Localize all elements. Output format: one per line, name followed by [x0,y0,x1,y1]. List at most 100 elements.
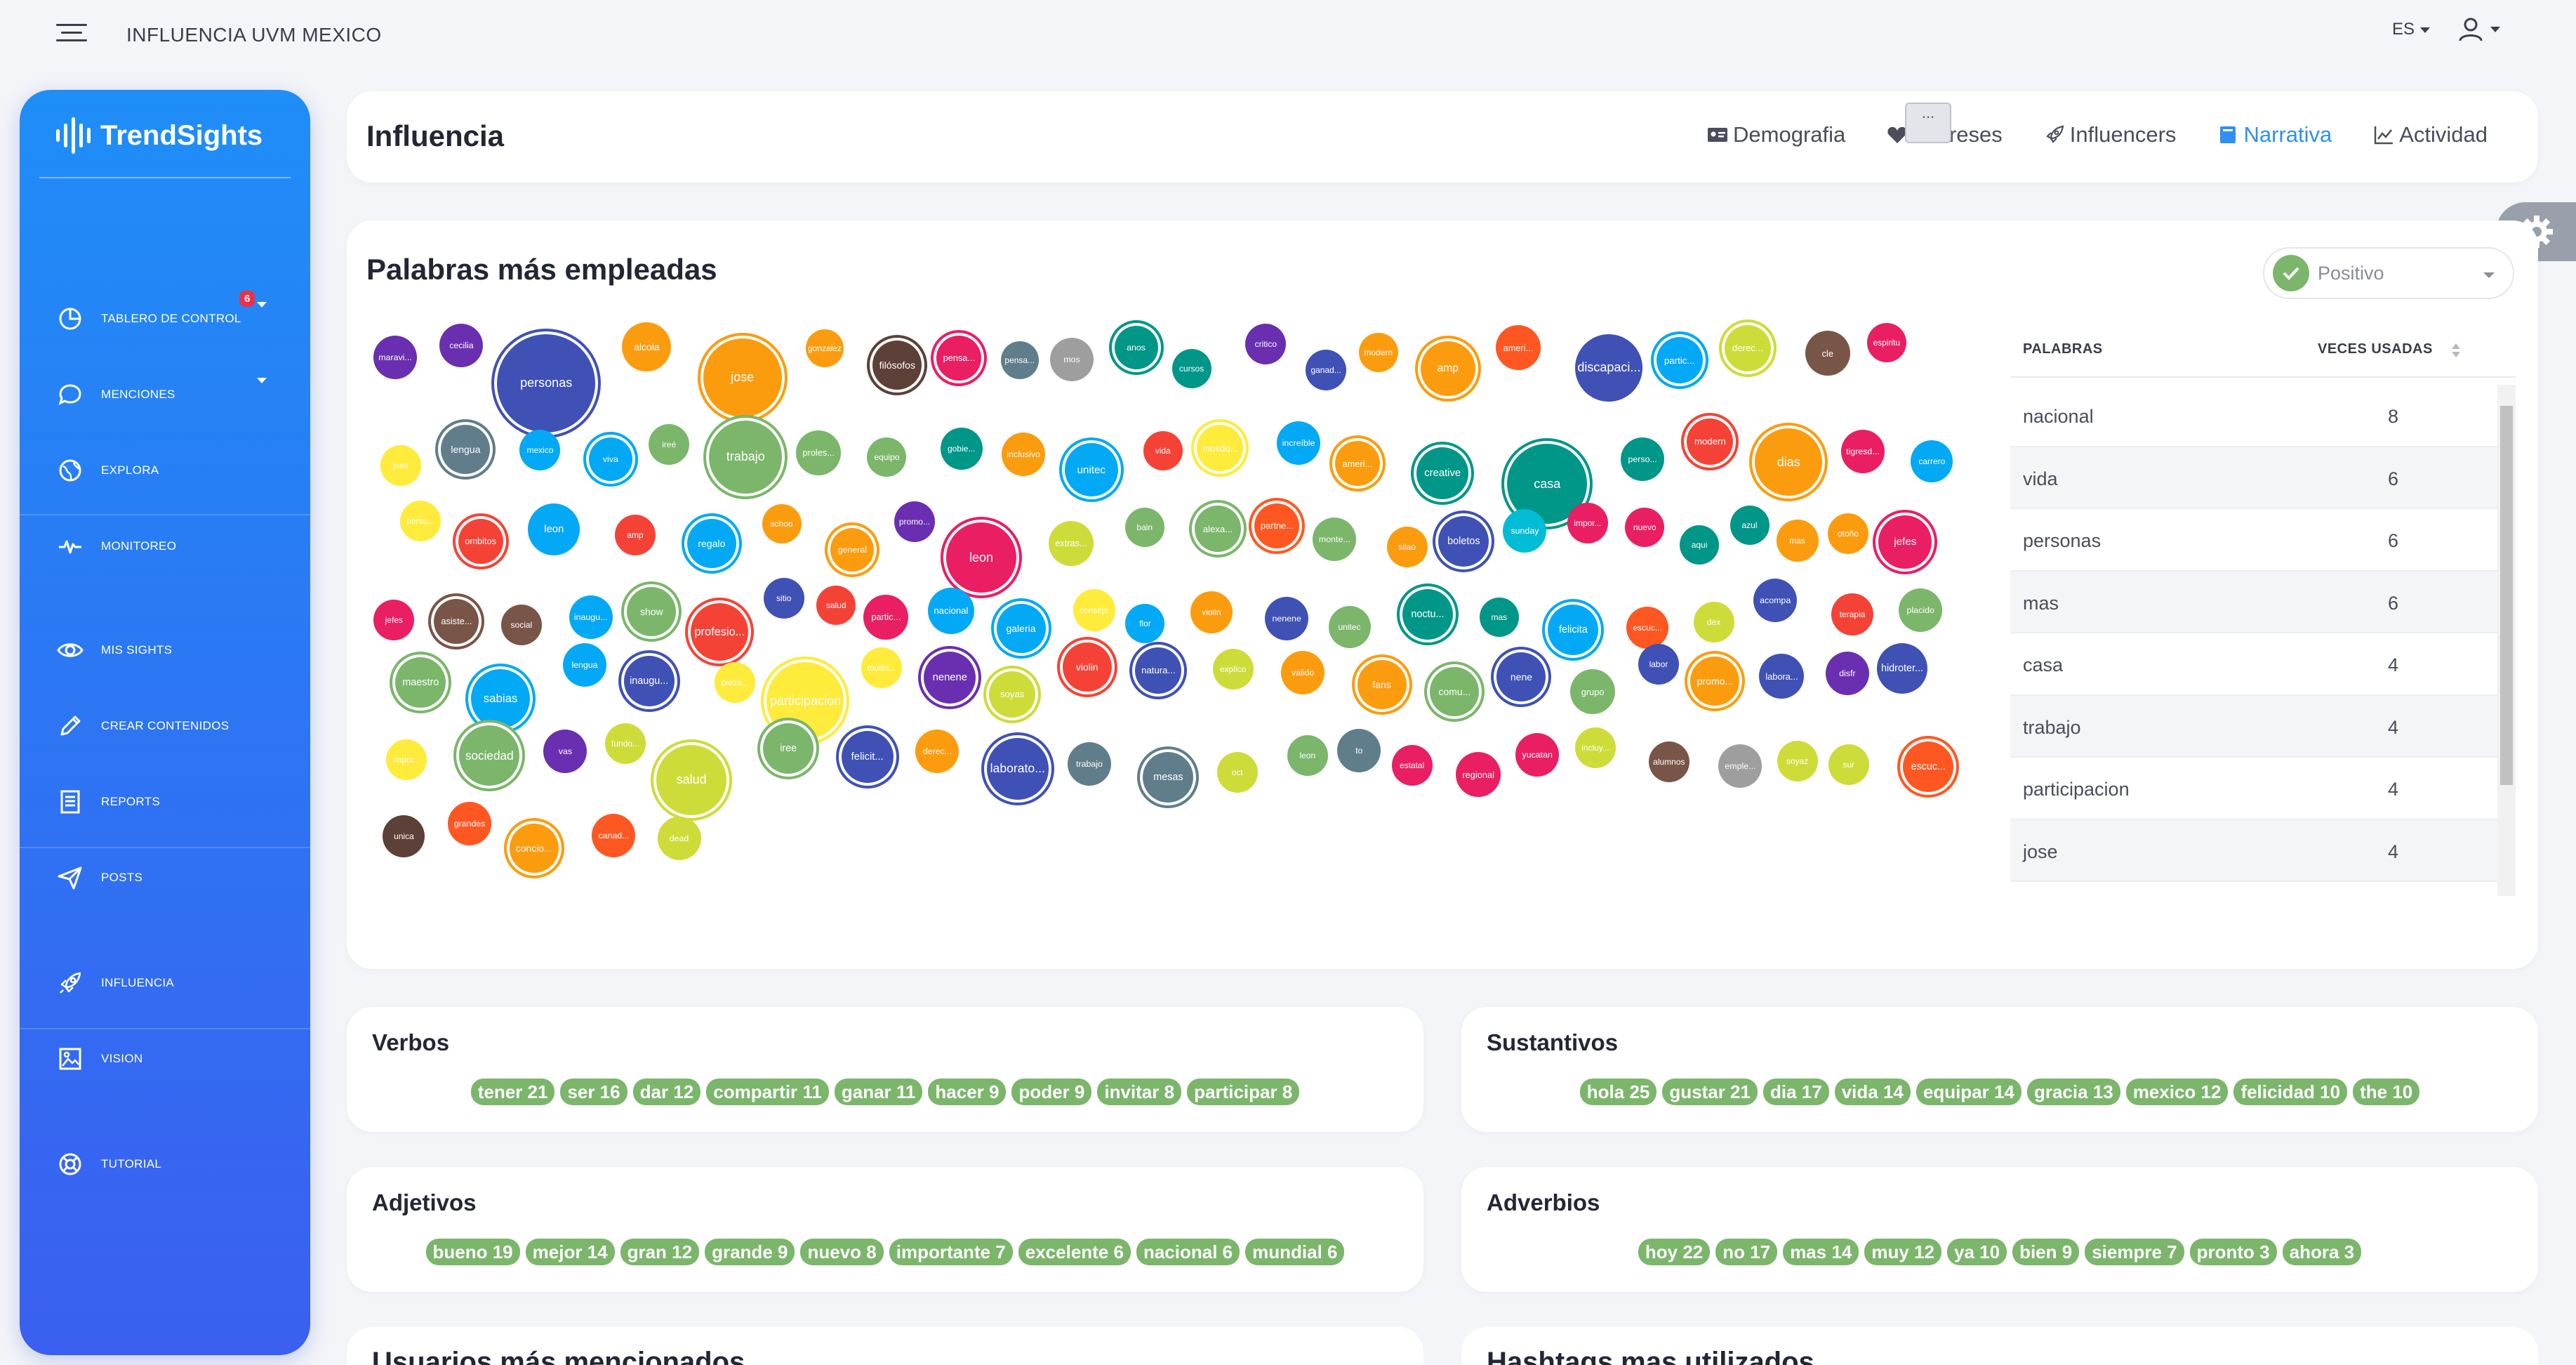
word-bubble[interactable]: ombitos [458,518,503,564]
word-bubble[interactable]: cecilia [439,324,484,368]
word-bubble[interactable]: schoo [762,504,802,544]
word-bubble[interactable]: otoño [1828,513,1868,554]
word-bubble[interactable]: azul [1729,506,1770,546]
word-chip[interactable]: nacional 6 [1136,1239,1240,1265]
sidebar-item-vision[interactable]: VISION [56,1043,142,1074]
word-bubble[interactable]: felicit... [841,731,894,784]
word-bubble[interactable]: labora... [1759,654,1805,699]
word-bubble[interactable]: galeria [996,604,1046,654]
sidebar-item-influencia[interactable]: INFLUENCIA [56,968,174,998]
word-bubble[interactable]: gonzalez [806,329,844,367]
word-chip[interactable]: the 10 [2353,1079,2420,1105]
word-bubble[interactable]: jefes [373,599,415,640]
sentiment-select[interactable]: Positivo [2263,247,2514,299]
word-bubble[interactable]: creative [1416,447,1469,500]
word-chip[interactable]: dia 17 [1762,1079,1829,1105]
word-bubble[interactable]: comu... [1430,667,1480,717]
word-bubble[interactable]: derec... [1724,324,1771,371]
table-row[interactable]: mas 6 [2010,571,2516,633]
word-bubble[interactable]: inclusivo [1002,433,1046,477]
word-chip[interactable]: ganar 11 [834,1079,923,1105]
word-bubble[interactable]: monte... [1313,517,1357,561]
sidebar-item-tablero[interactable]: TABLERO DE CONTROL [56,303,241,334]
word-bubble[interactable]: modern [1358,333,1398,373]
word-bubble[interactable]: canad... [592,814,636,858]
word-bubble[interactable]: multis... [861,647,903,689]
chevron-down-icon[interactable] [257,302,267,308]
sidebar-item-reports[interactable]: REPORTS [56,786,160,817]
word-bubble[interactable]: mosdo... [1197,425,1244,471]
word-bubble[interactable]: trabajo [1067,741,1111,786]
word-bubble[interactable]: anos [1114,325,1158,369]
word-bubble[interactable]: sitio [763,578,804,619]
word-bubble[interactable]: explico [1212,648,1254,690]
word-bubble[interactable]: sabias [471,668,531,728]
word-bubble[interactable]: fans [1357,660,1407,710]
sidebar-item-menciones[interactable]: MENCIONES [56,379,175,410]
table-row[interactable]: vida 6 [2010,447,2516,509]
word-bubble[interactable]: escuc... [1626,606,1669,649]
word-bubble[interactable]: nenene [1265,597,1309,641]
word-bubble[interactable]: placido [1899,588,1943,632]
word-chip[interactable]: pronto 3 [2189,1239,2277,1265]
word-chip[interactable]: mexico 12 [2125,1079,2229,1105]
word-chip[interactable]: hola 25 [1579,1079,1657,1105]
word-bubble[interactable]: jose [380,444,421,486]
word-bubble[interactable]: partic... [1656,337,1703,384]
word-bubble[interactable]: asiste... [434,598,479,644]
word-chip[interactable]: importante 7 [889,1239,1013,1265]
menu-toggle-icon[interactable] [56,24,87,46]
word-bubble[interactable]: show [627,587,677,637]
word-bubble[interactable]: labor [1638,644,1679,685]
word-bubble[interactable]: salud [816,585,856,625]
word-bubble[interactable]: impor... [386,739,427,781]
table-row[interactable]: jose 4 [2010,819,2516,882]
word-bubble[interactable]: general [830,528,875,572]
word-bubble[interactable]: unica [383,815,425,857]
word-bubble[interactable]: to [1337,729,1381,773]
word-chip[interactable]: poder 9 [1011,1079,1092,1105]
word-bubble[interactable]: promo... [894,501,935,542]
word-bubble[interactable]: modern [1687,418,1734,465]
tab-influencers[interactable]: Influencers [2043,122,2176,147]
word-chip[interactable]: excelente 6 [1018,1239,1131,1265]
chevron-down-icon[interactable] [257,378,267,383]
word-bubble[interactable]: nacional [927,587,974,634]
word-bubble[interactable]: grupo [1570,669,1616,715]
word-bubble[interactable]: leon [528,503,580,555]
word-bubble[interactable]: lengua [441,424,491,474]
sidebar-item-explora[interactable]: EXPLORA [56,455,159,486]
word-bubble[interactable]: social [500,605,542,646]
word-bubble[interactable]: salud [656,744,727,815]
word-bubble[interactable]: ameri... [1334,441,1380,487]
word-bubble[interactable]: increíble [1277,421,1321,466]
word-bubble[interactable]: soyas [989,671,1036,718]
word-bubble[interactable]: ganad... [1306,350,1347,391]
word-bubble[interactable]: laborato... [986,737,1049,800]
language-selector[interactable]: ES [2392,20,2431,39]
word-bubble[interactable]: inaugu... [569,595,613,640]
word-bubble[interactable]: aqui [1680,525,1720,565]
word-bubble[interactable]: mesas [1143,751,1194,803]
word-bubble[interactable]: pensa... [936,335,982,381]
word-bubble[interactable]: gobie... [940,427,983,470]
word-bubble[interactable]: violin [1190,591,1233,634]
word-chip[interactable]: ya 10 [1946,1239,2007,1265]
word-chip[interactable]: bien 9 [2012,1239,2080,1265]
word-bubble[interactable]: cle [1805,331,1850,376]
word-bubble[interactable]: terapia [1831,593,1874,635]
table-row[interactable]: casa 4 [2010,633,2516,696]
word-chip[interactable]: hacer 9 [928,1079,1007,1105]
word-bubble[interactable]: filósofos [872,340,922,390]
sidebar-item-monitoreo[interactable]: MONITOREO [56,531,176,562]
scrollbar-thumb[interactable] [2500,406,2513,785]
word-bubble[interactable]: equipo [867,437,907,477]
word-bubble[interactable]: jose [703,338,782,417]
word-bubble[interactable]: alumnos [1648,741,1689,783]
word-bubble[interactable]: bain [1124,508,1164,548]
word-chip[interactable]: vida 14 [1834,1079,1911,1105]
word-bubble[interactable]: pensa... [1000,341,1039,379]
word-bubble[interactable]: sur [1828,744,1869,786]
word-bubble[interactable]: yucatan [1515,733,1560,777]
word-bubble[interactable]: mos [1050,337,1094,381]
